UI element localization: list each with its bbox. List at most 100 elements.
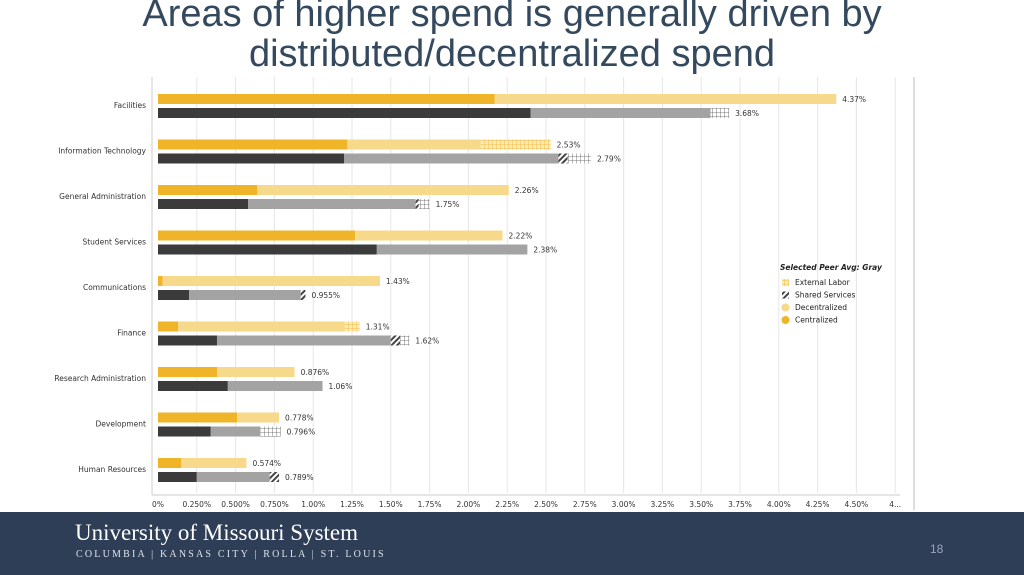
bar-segment [181,458,247,468]
university-logo-text: University of Missouri System [75,520,359,545]
x-tick-label: 3.00% [612,500,636,509]
bar-segment [237,412,280,423]
peer-data-label: 0.955% [311,291,340,300]
peer-data-label: 2.79% [597,155,621,164]
bar-segment [158,230,356,241]
peer-bar-segment [216,335,391,346]
x-tick-label: 2.25% [495,500,519,509]
bar-segment [158,139,348,150]
peer-bar-segment [269,472,280,482]
campus-list: COLUMBIA | KANSAS CITY | ROLLA | ST. LOU… [76,549,386,560]
data-label: 2.53% [557,141,581,150]
x-tick-label: 3.50% [689,500,713,509]
peer-data-label: 1.75% [436,200,460,209]
bar-segment [158,458,182,468]
peer-bar-segment [558,153,568,164]
peer-data-label: 1.62% [415,337,439,346]
peer-bar-segment [344,153,559,164]
x-tick-label: 1.25% [340,500,364,509]
bar-segment [158,412,238,423]
peer-bar-segment [567,153,592,164]
x-tick-label: 1.00% [301,500,325,509]
data-label: 1.43% [386,277,410,286]
category-label: Information Technology [58,147,146,156]
bar-segment [158,276,163,286]
bar-segment [355,230,503,241]
spend-chart: 0% 0.250% 0.500% 0.750% 1.00% 1.25% 1.50% 1.75%… [54,77,915,510]
category-label: Human Resources [78,465,146,474]
x-tick-label: 2.00% [456,500,480,509]
data-label: 2.26% [515,186,539,195]
peer-bar-segment [248,199,416,209]
page-number: 18 [930,542,944,556]
peer-bar-segment [415,199,419,209]
x-tick-label: 0.500% [221,500,250,509]
bar-segment [257,185,509,195]
x-tick-label: 3.75% [728,500,752,509]
stripe-pattern-icon [782,291,789,299]
peer-bar-segment [300,290,306,300]
legend-label: Centralized [795,316,838,325]
x-tick-label: 1.50% [379,500,403,509]
peer-data-label: 0.789% [285,473,314,482]
peer-bar-segment [158,472,197,482]
category-label: Development [96,420,147,429]
bar-segment [158,185,258,195]
x-tick-label: 4.50% [844,500,868,509]
peer-bar-segment [530,108,711,118]
x-tick-label: 3.25% [650,500,674,509]
data-label: 0.778% [285,414,314,423]
peer-bar-segment [158,290,190,300]
category-label: Finance [117,329,146,338]
category-label: Student Services [82,238,146,247]
x-tick-label: 4.25% [806,500,830,509]
legend-label: Decentralized [795,303,847,312]
peer-bar-segment [158,153,345,164]
bar-segment [178,321,345,332]
bar-segment [162,276,380,286]
peer-data-label: 1.06% [329,382,353,391]
peer-bar-segment [158,108,531,118]
category-label: Research Administration [54,374,146,383]
footer-bar: University of Missouri System COLUMBIA |… [0,512,1024,575]
bar-segment [158,94,495,104]
light-yellow-dot-icon [781,303,790,312]
data-label: 0.574% [252,459,281,468]
category-label: General Administration [59,192,146,201]
bar-segment [216,367,295,377]
bar-segment [344,321,360,332]
slide-title: Areas of higher spend is generally drive… [142,0,882,75]
peer-bar-segment [158,244,377,255]
legend-label: External Labor [795,278,851,287]
x-tick-label: 0.250% [182,500,211,509]
x-tick-label: 0% [152,500,164,509]
grid-pattern-icon [782,279,789,286]
bar-segment [480,139,551,150]
peer-bar-segment [418,199,430,209]
peer-bar-segment [710,108,730,118]
peer-bar-segment [227,381,323,391]
bar-segment [347,139,481,150]
bar-segment [158,321,179,332]
chart-canvas: 0% 0.250% 0.500% 0.750% 1.00% 1.25% 1.50% 1.75%… [54,77,915,510]
peer-bar-segment [158,426,211,437]
peer-bar-segment [390,335,401,346]
legend-label: Shared Services [795,291,856,300]
x-tick-label: 2.75% [573,500,597,509]
category-label: Communications [83,283,146,292]
peer-bar-segment [189,290,301,300]
peer-bar-segment [376,244,528,255]
category-label: Facilities [114,101,146,110]
peer-bar-segment [196,472,270,482]
peer-bar-segment [260,426,281,437]
x-tick-label: 0.750% [260,500,289,509]
peer-data-label: 0.796% [287,428,316,437]
data-label: 2.22% [509,232,533,241]
data-label: 1.31% [366,323,390,332]
bar-segment [158,367,217,377]
peer-bar-segment [158,335,217,346]
bar-segment [494,94,837,104]
peer-bar-segment [400,335,410,346]
data-label: 0.876% [301,368,330,377]
peer-data-label: 2.38% [533,246,557,255]
